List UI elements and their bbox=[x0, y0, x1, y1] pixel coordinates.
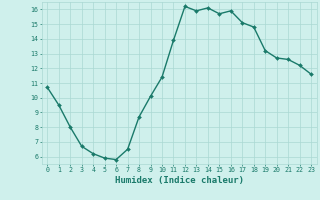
X-axis label: Humidex (Indice chaleur): Humidex (Indice chaleur) bbox=[115, 176, 244, 185]
